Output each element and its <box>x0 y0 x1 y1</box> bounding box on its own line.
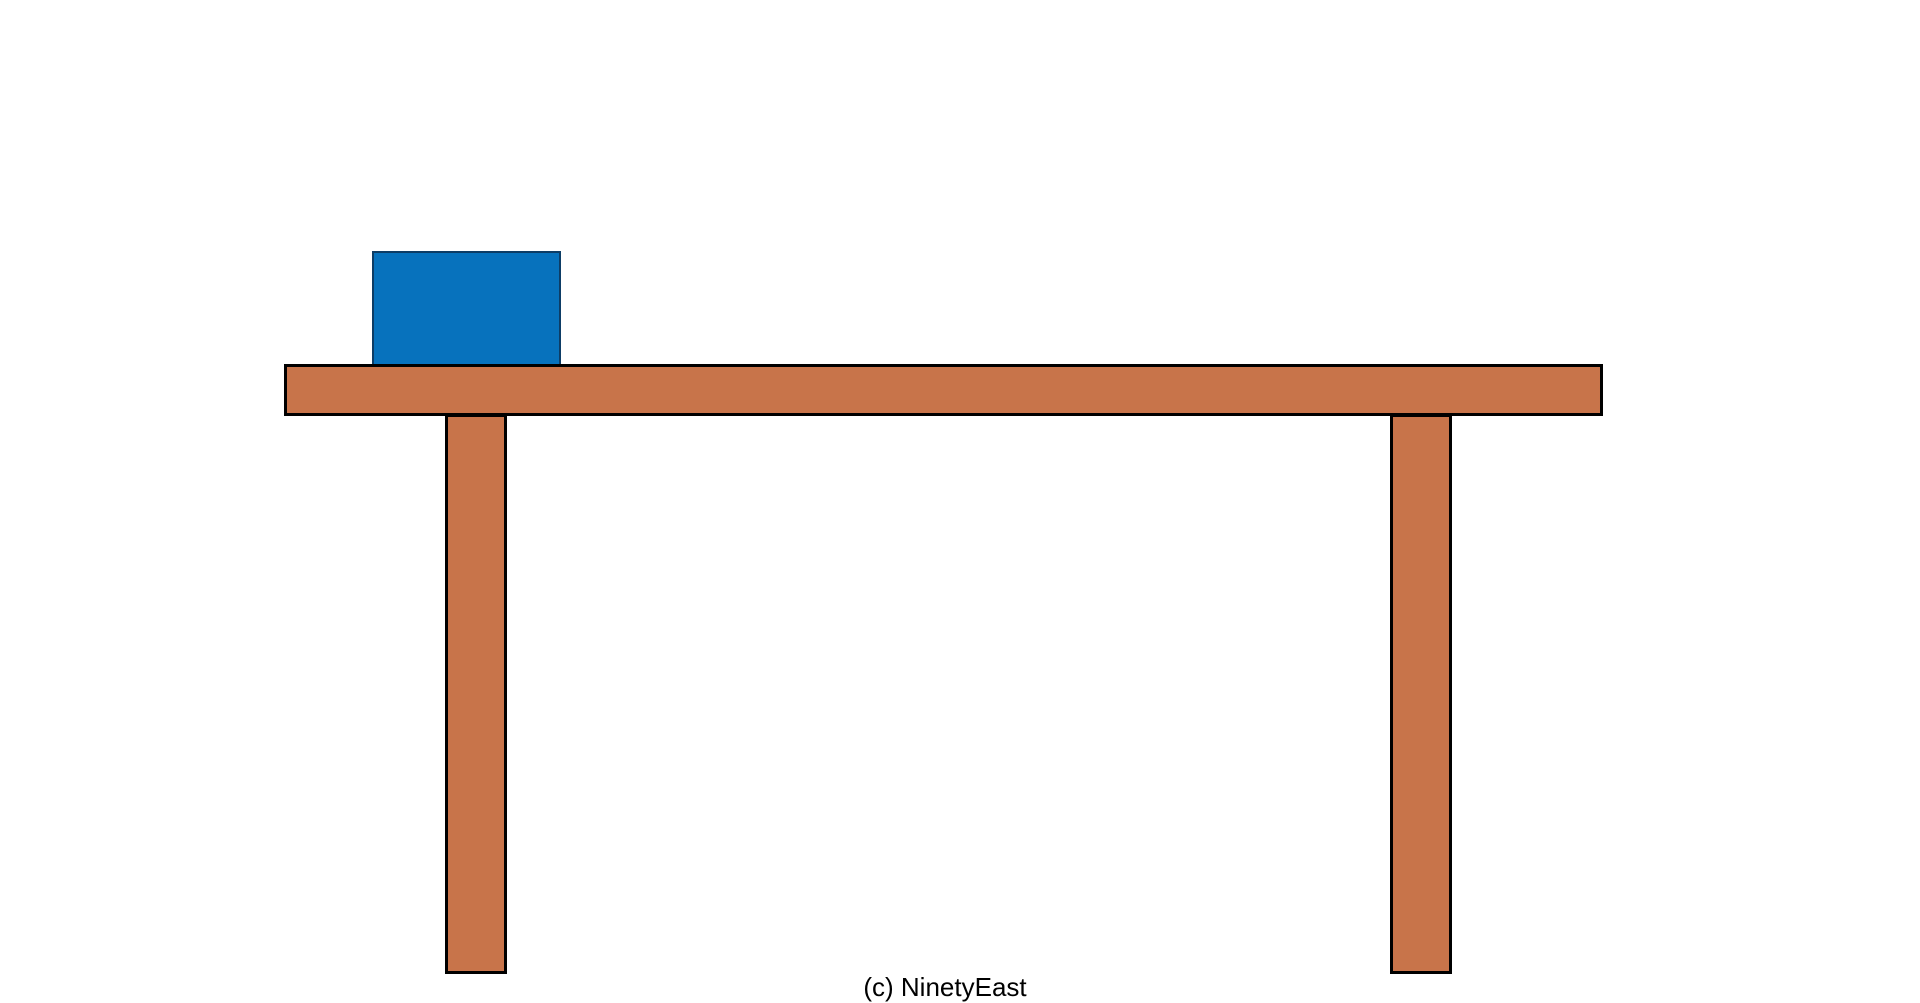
table-leg-right <box>1390 414 1452 974</box>
copyright-text: (c) NinetyEast <box>863 972 1027 1002</box>
blue-block <box>372 251 561 366</box>
table-top <box>284 364 1603 416</box>
table-leg-left <box>445 414 507 974</box>
